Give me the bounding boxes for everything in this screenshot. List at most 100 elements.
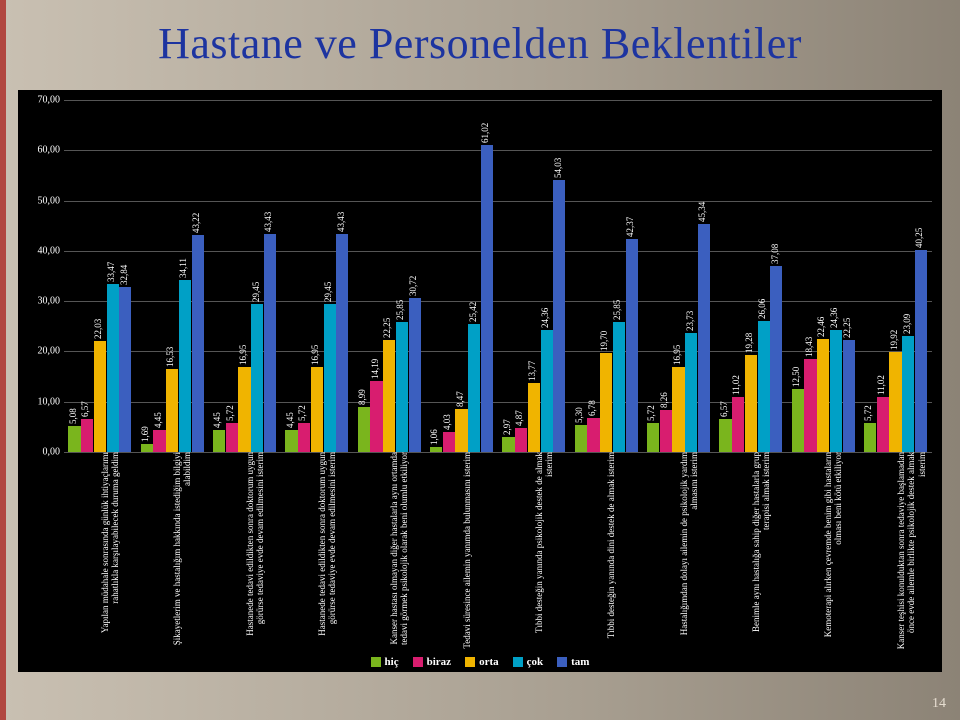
plot-area: 0,0010,0020,0030,0040,0050,0060,0070,005… bbox=[64, 100, 932, 452]
bar bbox=[541, 330, 553, 452]
bar-value: 40,25 bbox=[914, 227, 924, 247]
bar bbox=[311, 367, 323, 452]
bar bbox=[468, 324, 480, 452]
bar-value: 8,99 bbox=[357, 389, 367, 405]
category-label: Tıbbi desteğin yanında psikolojik destek… bbox=[534, 452, 555, 657]
bar-group: 5,306,7819,7025,8542,37Tıbbi desteğin ya… bbox=[570, 100, 642, 452]
bar bbox=[141, 444, 153, 452]
bar-value: 22,25 bbox=[382, 318, 392, 338]
bar bbox=[179, 280, 191, 452]
bar-value: 42,37 bbox=[625, 217, 635, 237]
bar-value: 5,72 bbox=[863, 406, 873, 422]
category-label: Şikayetlerim ve hastalığım hakkında iste… bbox=[172, 452, 193, 657]
bar bbox=[902, 336, 914, 452]
bar-value: 18,43 bbox=[804, 337, 814, 357]
bar bbox=[613, 322, 625, 452]
bar-value: 24,36 bbox=[829, 307, 839, 327]
bar bbox=[864, 423, 876, 452]
bar bbox=[843, 340, 855, 452]
legend-swatch bbox=[371, 657, 381, 667]
bar bbox=[502, 437, 514, 452]
bar bbox=[626, 239, 638, 452]
bar-value: 23,73 bbox=[685, 310, 695, 330]
bar-value: 8,47 bbox=[455, 392, 465, 408]
legend-swatch bbox=[557, 657, 567, 667]
bar-value: 14,19 bbox=[370, 358, 380, 378]
legend-item: çok bbox=[513, 656, 544, 668]
page-number: 14 bbox=[932, 696, 946, 712]
bar-value: 19,70 bbox=[599, 331, 609, 351]
bar-group: 5,728,2616,9523,7345,34Hastalığımdan dol… bbox=[643, 100, 715, 452]
bar bbox=[251, 304, 263, 452]
bar bbox=[238, 367, 250, 452]
bar-value: 22,25 bbox=[842, 318, 852, 338]
bar bbox=[68, 426, 80, 452]
bar-value: 16,95 bbox=[310, 345, 320, 365]
bar bbox=[383, 340, 395, 452]
bar-value: 11,02 bbox=[731, 375, 741, 395]
bar-value: 16,95 bbox=[238, 345, 248, 365]
bar bbox=[324, 304, 336, 452]
bar-value: 23,09 bbox=[902, 314, 912, 334]
category-label: Tedavi süresince ailemin yanımda bulunma… bbox=[462, 452, 472, 657]
bar-value: 54,03 bbox=[553, 158, 563, 178]
category-label: Benimle aynı hastalığa sahip diğer hasta… bbox=[751, 452, 772, 657]
legend-swatch bbox=[413, 657, 423, 667]
bar bbox=[455, 409, 467, 452]
bar-group: 12,5018,4322,4624,3622,25Kemoterapi alır… bbox=[787, 100, 859, 452]
chart-title: Hastane ve Personelden Beklentiler bbox=[0, 18, 960, 69]
bar-value: 22,03 bbox=[93, 319, 103, 339]
bar bbox=[915, 250, 927, 452]
bar-value: 2,97 bbox=[502, 419, 512, 435]
bar bbox=[336, 234, 348, 452]
bar-value: 24,36 bbox=[540, 307, 550, 327]
category-label: Kanser hastası olmayan diğer hastalarla … bbox=[389, 452, 410, 657]
chart-panel: 0,0010,0020,0030,0040,0050,0060,0070,005… bbox=[18, 90, 942, 672]
bar-value: 4,45 bbox=[285, 412, 295, 428]
bar-group: 6,5711,0219,2826,0637,08Benimle aynı has… bbox=[715, 100, 787, 452]
bar bbox=[430, 447, 442, 452]
bar-value: 4,45 bbox=[212, 412, 222, 428]
bar bbox=[587, 418, 599, 452]
bar-value: 6,57 bbox=[80, 401, 90, 417]
bar-value: 43,43 bbox=[336, 211, 346, 231]
bar bbox=[600, 353, 612, 452]
bar-value: 4,03 bbox=[442, 414, 452, 430]
bar bbox=[153, 430, 165, 452]
bar bbox=[107, 284, 119, 452]
bar-group: 2,974,8713,7724,3654,03Tıbbi desteğin ya… bbox=[498, 100, 570, 452]
bar-value: 6,78 bbox=[587, 400, 597, 416]
bar bbox=[685, 333, 697, 452]
bar-value: 4,45 bbox=[153, 412, 163, 428]
bar bbox=[396, 322, 408, 452]
bar bbox=[298, 423, 310, 452]
bar-group: 8,9914,1922,2525,8530,72Kanser hastası o… bbox=[353, 100, 425, 452]
bar bbox=[732, 397, 744, 452]
legend-label: hiç bbox=[385, 656, 399, 668]
legend-item: tam bbox=[557, 656, 589, 668]
bar bbox=[370, 381, 382, 452]
bar bbox=[792, 389, 804, 452]
bar bbox=[804, 359, 816, 452]
category-label: Kemoterapi alırken çevremde benim gibi h… bbox=[823, 452, 844, 657]
bar-value: 6,57 bbox=[719, 401, 729, 417]
bar bbox=[575, 425, 587, 452]
bar bbox=[647, 423, 659, 452]
bar-value: 4,87 bbox=[514, 410, 524, 426]
bar bbox=[817, 339, 829, 452]
bar-value: 19,28 bbox=[744, 333, 754, 353]
bar-value: 11,02 bbox=[876, 375, 886, 395]
legend-label: çok bbox=[527, 656, 544, 668]
bar-value: 1,06 bbox=[429, 429, 439, 445]
bar-value: 26,06 bbox=[757, 299, 767, 319]
bar bbox=[528, 383, 540, 452]
bar bbox=[81, 419, 93, 452]
bar bbox=[481, 145, 493, 452]
legend-label: tam bbox=[571, 656, 589, 668]
bar bbox=[719, 419, 731, 452]
bar-value: 5,72 bbox=[646, 406, 656, 422]
legend-label: biraz bbox=[427, 656, 451, 668]
bar bbox=[515, 428, 527, 452]
bar bbox=[213, 430, 225, 452]
bar-group: 1,694,4516,5334,1143,22Şikayetlerim ve h… bbox=[136, 100, 208, 452]
